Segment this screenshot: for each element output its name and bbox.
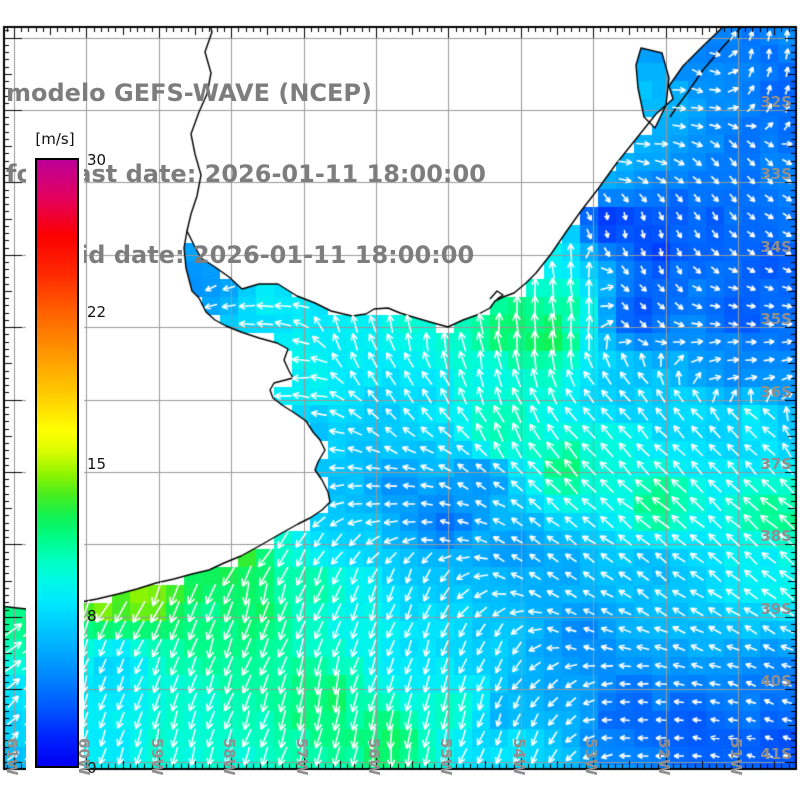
lon-label: 55W	[437, 738, 456, 776]
lon-label: 54W	[509, 738, 528, 776]
colorbar-panel: [m/s]	[26, 122, 84, 776]
lat-label: 36S	[760, 382, 792, 401]
model-title: modelo GEFS-WAVE (NCEP)	[6, 79, 372, 107]
lat-label: 34S	[760, 237, 792, 256]
lon-label: 59W	[147, 738, 166, 776]
colorbar-tick-label: 22	[87, 303, 107, 321]
lat-label: 35S	[760, 310, 792, 329]
lon-label: 61W	[3, 738, 21, 776]
lat-label: 33S	[760, 165, 792, 184]
lon-label: 53W	[582, 738, 601, 776]
colorbar-unit-label: [m/s]	[35, 130, 75, 148]
colorbar-gradient	[35, 158, 79, 768]
colorbar-tick-label: 15	[87, 455, 107, 473]
lat-label: 40S	[760, 672, 792, 691]
lat-label: 32S	[760, 93, 792, 111]
colorbar-tick-label: 30	[87, 151, 107, 169]
lon-label: 56W	[365, 738, 383, 776]
lon-label: 60W	[75, 738, 94, 776]
lat-label: 38S	[760, 527, 792, 546]
lat-label: 39S	[760, 599, 792, 618]
lat-label: 41S	[760, 744, 792, 763]
colorbar-tick-label: 8	[87, 607, 97, 625]
lat-label: 37S	[760, 455, 792, 473]
lon-label: 57W	[292, 738, 311, 776]
colorbar-tick-label: 0	[87, 759, 97, 777]
lon-label: 58W	[220, 738, 239, 776]
lon-label: 52W	[654, 738, 673, 776]
